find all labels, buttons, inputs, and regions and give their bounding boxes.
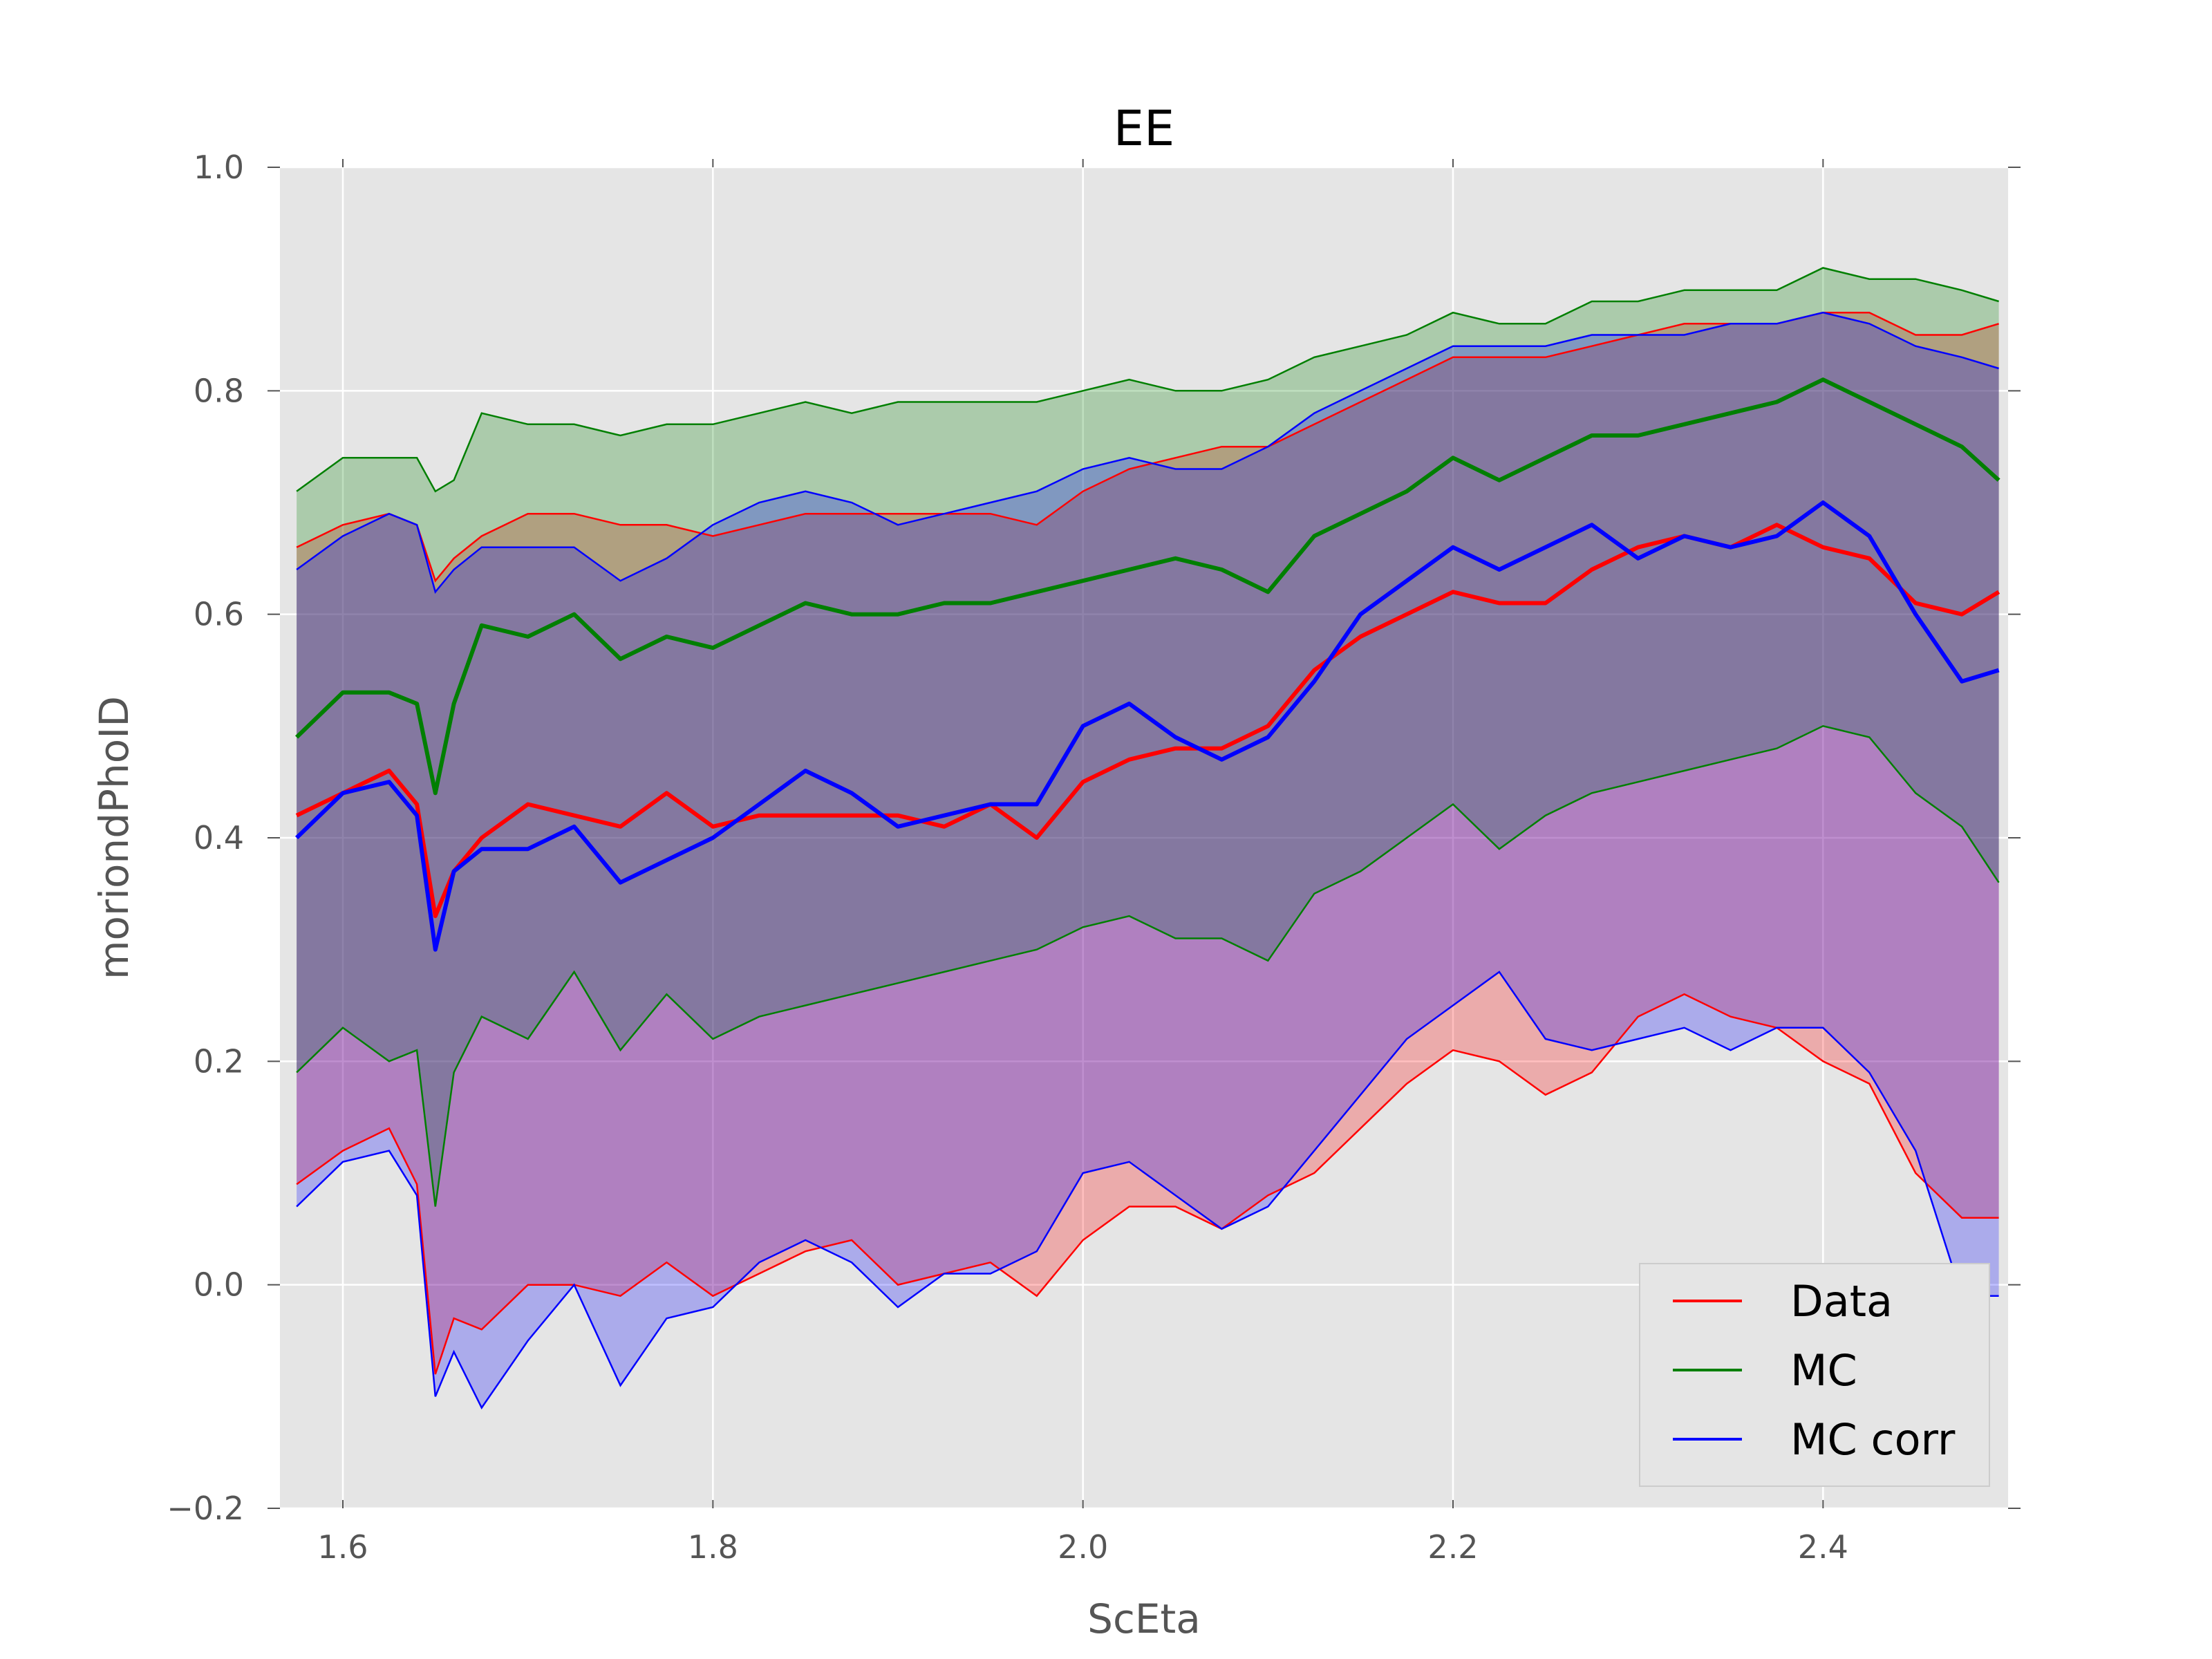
y-tick-label: 0.2 [194, 1042, 244, 1080]
mc-corr-lower-line [296, 971, 1999, 1409]
y-axis-label: moriondPhoID [91, 696, 138, 980]
legend: Data MC MC corr [1639, 1263, 1990, 1487]
data-band [297, 312, 1999, 1375]
data-upper-line [296, 311, 1999, 583]
mc-upper-line [296, 267, 1999, 493]
x-tick-label: 2.4 [1798, 1528, 1848, 1566]
y-tick-label: 0.0 [194, 1266, 244, 1304]
x-tick-label: 2.2 [1427, 1528, 1478, 1566]
mc-lower-line [296, 724, 2000, 1207]
legend-label-data: Data [1790, 1276, 1893, 1327]
x-tick-label: 1.6 [317, 1528, 368, 1566]
legend-label-mc-corr: MC corr [1790, 1414, 1956, 1465]
legend-label-mc: MC [1790, 1345, 1857, 1396]
y-tick-label: 0.8 [194, 372, 244, 409]
mc-corr-median-line [295, 500, 2000, 952]
data-lower-line [296, 993, 1999, 1375]
y-tick-label: 1.0 [194, 149, 244, 186]
mc-corr-band [297, 312, 1999, 1408]
lines [295, 267, 2000, 1409]
mc-corr-upper-line [296, 311, 1999, 594]
y-tick-label: 0.6 [194, 596, 244, 633]
bands [297, 268, 1999, 1408]
mc-median-line [295, 377, 2000, 796]
x-tick-label: 1.8 [688, 1528, 738, 1566]
y-tick-label: −0.2 [167, 1490, 244, 1527]
ticks: 1.6 1.8 2.0 2.2 2.4 −0.2 0.0 0.2 0.4 0.6 0.8 1.0 [167, 149, 2021, 1566]
x-axis-label: ScEta [1087, 1595, 1201, 1642]
y-tick-label: 0.4 [194, 819, 244, 856]
mc-band [297, 268, 1999, 1207]
chart-title: EE [1114, 100, 1174, 157]
x-tick-label: 2.0 [1058, 1528, 1108, 1566]
